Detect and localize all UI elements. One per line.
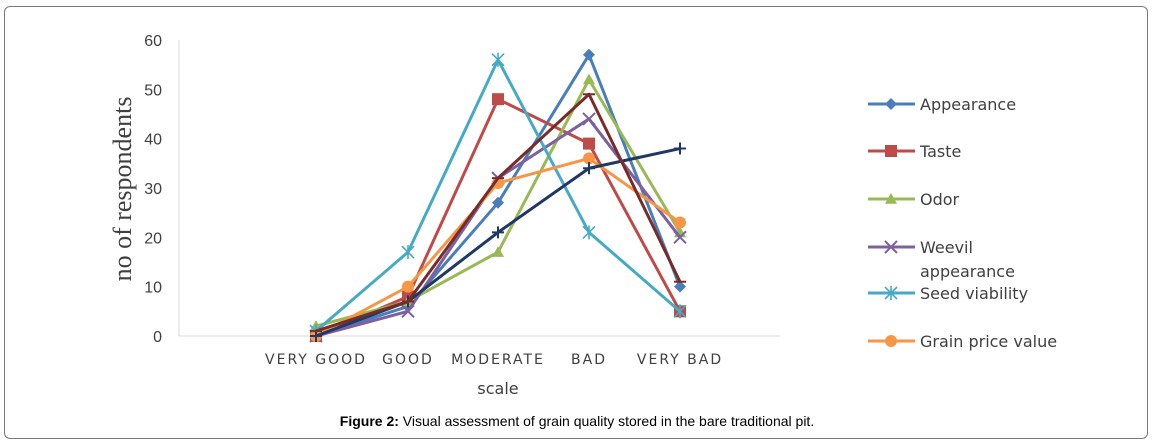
series-unnamed-6 (310, 142, 686, 342)
legend-item: Seed viability (868, 284, 1028, 303)
data-point (492, 93, 504, 106)
caption-label: Figure 2: (339, 413, 399, 429)
line-chart: 0 10 20 30 40 50 60 VERY GOOD GOOD MODERATE BAD VER… (108, 33, 1057, 398)
chart-axes: 0 10 20 30 40 50 60 VERY GOOD GOOD MODERATE BAD VER… (108, 33, 780, 398)
data-point (401, 304, 415, 319)
data-point (492, 196, 504, 209)
data-point (674, 216, 686, 229)
data-point (492, 226, 504, 239)
legend-label: Seed viability (920, 284, 1028, 303)
chart-series (309, 48, 687, 343)
series-appearance (310, 48, 686, 342)
data-point (673, 304, 687, 319)
series-grain-price-value (310, 152, 686, 342)
data-point (885, 335, 897, 347)
data-point (674, 280, 686, 293)
data-point (885, 193, 897, 204)
series-line (315, 97, 682, 338)
data-point (583, 152, 595, 165)
legend-item: Weevil appearance (868, 238, 1015, 281)
series-taste (310, 93, 686, 342)
y-tick-label: 30 (144, 181, 162, 198)
legend-item: Taste (868, 142, 961, 161)
data-point (583, 137, 595, 150)
caption-text: Visual assessment of grain quality store… (402, 413, 815, 429)
figure-caption: Figure 2: Visual assessment of grain qua… (0, 413, 1154, 429)
data-point (583, 48, 595, 61)
x-tick-label: VERY GOOD (265, 352, 367, 368)
data-point (583, 162, 595, 175)
data-point (673, 230, 687, 245)
data-point (674, 142, 686, 155)
data-point (401, 245, 415, 260)
x-tick-label: MODERATE (451, 352, 545, 368)
legend-label: Appearance (920, 95, 1016, 114)
y-axis-title: no of respondents (108, 97, 137, 282)
data-point (885, 98, 897, 110)
y-tick-label: 50 (144, 82, 162, 99)
x-axis-title: scale (477, 379, 518, 398)
legend-label: Odor (920, 190, 960, 209)
chart-legend: Appearance Taste Odor Weevil appearance Seed … (868, 95, 1057, 351)
x-tick-label: BAD (571, 352, 607, 368)
y-tick-label: 10 (144, 280, 162, 297)
data-point (491, 52, 505, 67)
data-point (885, 145, 897, 157)
y-tick-label: 20 (144, 230, 162, 247)
data-point (582, 225, 596, 240)
data-point (582, 112, 596, 126)
legend-label: Weevil (920, 238, 973, 257)
legend-label: Taste (919, 142, 961, 161)
legend-label: appearance (920, 262, 1015, 281)
legend-item: Appearance (868, 95, 1016, 114)
x-tick-label: GOOD (382, 352, 434, 368)
data-point (884, 240, 898, 254)
series-seed-viability (309, 52, 687, 339)
y-tick-label: 0 (153, 329, 162, 346)
y-tick-label: 40 (144, 132, 162, 149)
y-tick-label: 60 (144, 33, 162, 50)
legend-item: Odor (868, 190, 960, 209)
data-point (492, 246, 504, 257)
series-unnamed-7 (310, 92, 686, 333)
legend-item: Grain price value (868, 332, 1057, 351)
data-point (583, 73, 595, 85)
data-point (402, 280, 414, 293)
legend-label: Grain price value (920, 332, 1057, 351)
data-point (884, 286, 898, 300)
x-tick-label: VERY BAD (637, 352, 723, 368)
